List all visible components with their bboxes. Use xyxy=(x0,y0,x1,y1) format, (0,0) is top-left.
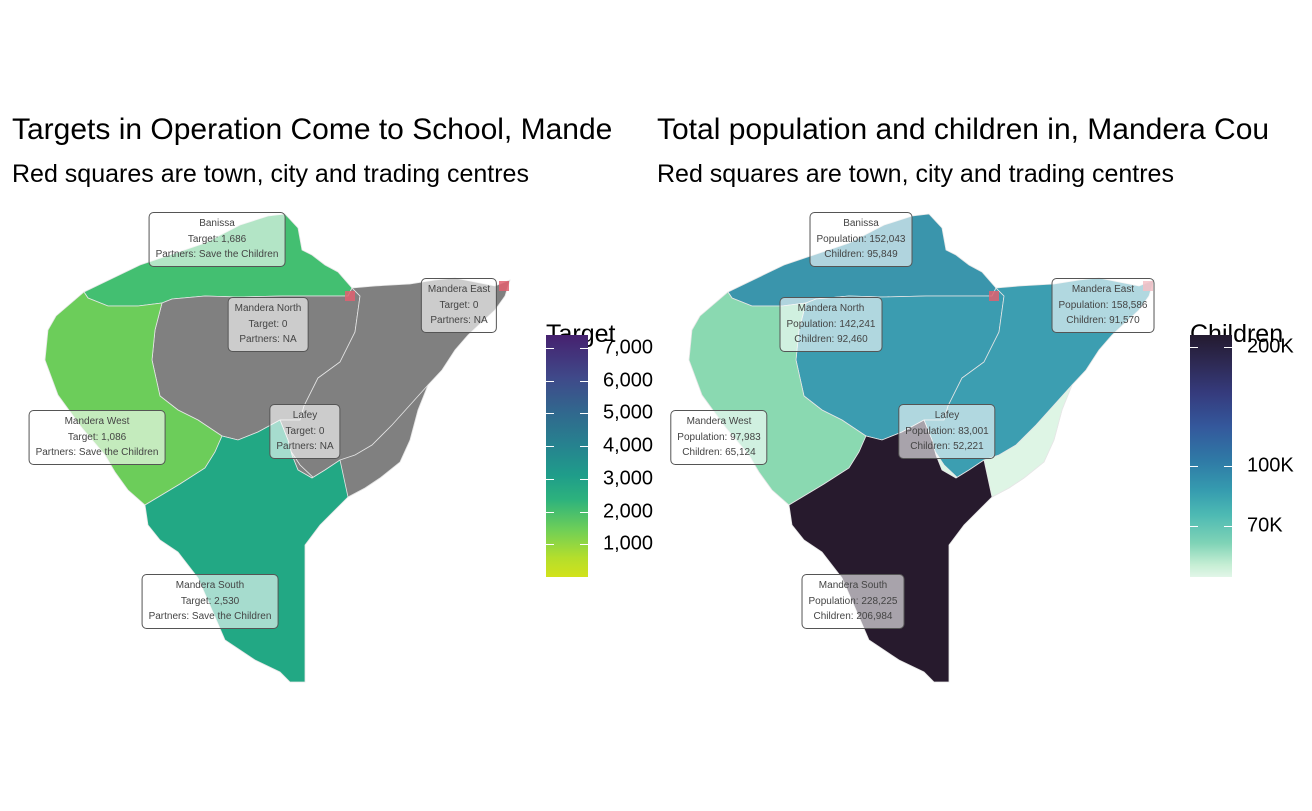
right-town-marker xyxy=(989,291,999,301)
target-legend-tick-mark xyxy=(580,446,588,448)
label-line: Mandera West xyxy=(64,416,130,427)
left-label-mandera-south: Mandera South Target: 2,530 Partners: Save… xyxy=(141,574,279,629)
right-label-mandera-north: Mandera North Population: 142,241 Children… xyxy=(779,297,883,352)
children-legend-tick-mark xyxy=(1190,526,1198,528)
label-line: Population: 228,225 xyxy=(808,595,898,607)
target-legend-tick-label: 2,000 xyxy=(603,500,654,523)
label-line: Population: 142,241 xyxy=(786,318,876,330)
children-legend-tick-mark xyxy=(1224,526,1232,528)
target-legend-tick-mark xyxy=(546,478,554,480)
label-line: Mandera East xyxy=(1071,284,1135,295)
label-line: Children: 52,221 xyxy=(910,441,984,452)
label-line: Mandera North xyxy=(234,303,302,314)
children-legend-tick-mark xyxy=(1224,347,1232,349)
label-line: Population: 83,001 xyxy=(905,425,989,437)
left-town-marker xyxy=(499,281,509,291)
left-map-title: Targets in Operation Come to School, Man… xyxy=(12,113,613,146)
label-line: Mandera South xyxy=(818,580,888,591)
right-label-mandera-west: Mandera West Population: 97,983 Children: … xyxy=(670,410,768,465)
target-legend-tick-mark xyxy=(580,413,588,415)
right-map-panel: Total population and children in, Mander… xyxy=(656,0,1312,811)
label-line: Children: 92,460 xyxy=(794,334,868,345)
target-legend-tick-label: 7,000 xyxy=(603,336,654,359)
target-legend: Target 1,000 2,000 3,000 4,000 5,000 6,000 7,0… xyxy=(546,320,653,577)
left-town-marker xyxy=(345,291,355,301)
label-line: Partners: Save the Children xyxy=(148,611,272,622)
target-legend-tick-mark xyxy=(580,380,588,382)
left-label-banissa: Banissa Target: 1,686 Partners: Save the C… xyxy=(148,212,286,267)
left-label-mandera-north: Mandera North Target: 0 Partners: NA xyxy=(227,297,309,352)
label-line: Mandera South xyxy=(175,580,245,591)
right-label-mandera-south: Mandera South Population: 228,225 Children… xyxy=(801,574,905,629)
label-line: Children: 206,984 xyxy=(813,611,893,622)
label-line: Mandera North xyxy=(797,303,865,314)
target-legend-tick-mark xyxy=(546,413,554,415)
label-line: Mandera East xyxy=(427,284,491,295)
children-legend-tick-mark xyxy=(1190,347,1198,349)
left-label-lafey: Lafey Target: 0 Partners: NA xyxy=(269,404,341,459)
label-line: Partners: NA xyxy=(239,334,297,345)
label-line: Children: 95,849 xyxy=(824,249,898,260)
label-line: Children: 91,570 xyxy=(1066,315,1140,326)
children-legend: Children 70K 100K 200K xyxy=(1190,320,1294,577)
target-legend-tick-mark xyxy=(546,348,554,350)
label-line: Mandera West xyxy=(686,416,752,427)
target-legend-tick-mark xyxy=(546,446,554,448)
label-line: Banissa xyxy=(843,218,879,229)
right-label-banissa: Banissa Population: 152,043 Children: 95,8… xyxy=(809,212,913,267)
label-line: Population: 97,983 xyxy=(677,431,761,443)
target-legend-tick-label: 6,000 xyxy=(603,369,654,392)
label-line: Partners: NA xyxy=(430,315,488,326)
label-line: Lafey xyxy=(934,410,960,421)
label-line: Target: 1,086 xyxy=(67,431,127,443)
children-legend-tick-mark xyxy=(1224,465,1232,467)
left-label-mandera-east: Mandera East Target: 0 Partners: NA xyxy=(420,278,498,333)
target-legend-tick-label: 4,000 xyxy=(603,434,654,457)
target-legend-tick-mark xyxy=(546,380,554,382)
target-legend-tick-mark xyxy=(546,511,554,513)
label-line: Target: 1,686 xyxy=(187,233,247,245)
children-legend-tick-label: 100K xyxy=(1247,454,1294,476)
label-line: Target: 0 xyxy=(285,425,325,437)
right-map-title: Total population and children in, Mander… xyxy=(657,113,1270,146)
label-line: Target: 2,530 xyxy=(180,595,240,607)
label-line: Target: 0 xyxy=(439,299,479,311)
children-legend-tick-label: 70K xyxy=(1247,514,1283,537)
right-label-lafey: Lafey Population: 83,001 Children: 52,221 xyxy=(898,404,996,459)
label-line: Lafey xyxy=(292,410,318,421)
label-line: Partners: Save the Children xyxy=(155,249,279,260)
children-legend-tick-mark xyxy=(1190,465,1198,467)
target-legend-tick-mark xyxy=(580,544,588,546)
target-legend-tick-label: 5,000 xyxy=(603,401,654,424)
label-line: Partners: NA xyxy=(276,441,334,452)
target-legend-tick-label: 1,000 xyxy=(603,532,654,555)
children-legend-tick-label: 200K xyxy=(1247,335,1294,358)
target-legend-tick-mark xyxy=(546,544,554,546)
right-map-subtitle: Red squares are town, city and trading c… xyxy=(657,160,1174,188)
label-line: Target: 0 xyxy=(248,318,288,330)
target-legend-colorbar xyxy=(546,335,588,577)
label-line: Banissa xyxy=(199,218,235,229)
target-legend-tick-mark xyxy=(580,348,588,350)
label-line: Population: 152,043 xyxy=(816,233,906,245)
left-map-subtitle: Red squares are town, city and trading c… xyxy=(12,160,529,188)
children-legend-colorbar xyxy=(1190,335,1232,577)
label-line: Population: 158,586 xyxy=(1058,299,1148,311)
label-line: Children: 65,124 xyxy=(682,447,756,458)
right-label-mandera-east: Mandera East Population: 158,586 Children:… xyxy=(1051,278,1155,333)
target-legend-tick-mark xyxy=(580,511,588,513)
target-legend-tick-mark xyxy=(580,478,588,480)
target-legend-tick-label: 3,000 xyxy=(603,467,654,490)
left-label-mandera-west: Mandera West Target: 1,086 Partners: Save … xyxy=(28,410,166,465)
left-map-panel: Targets in Operation Come to School, Man… xyxy=(12,113,653,683)
label-line: Partners: Save the Children xyxy=(35,447,159,458)
